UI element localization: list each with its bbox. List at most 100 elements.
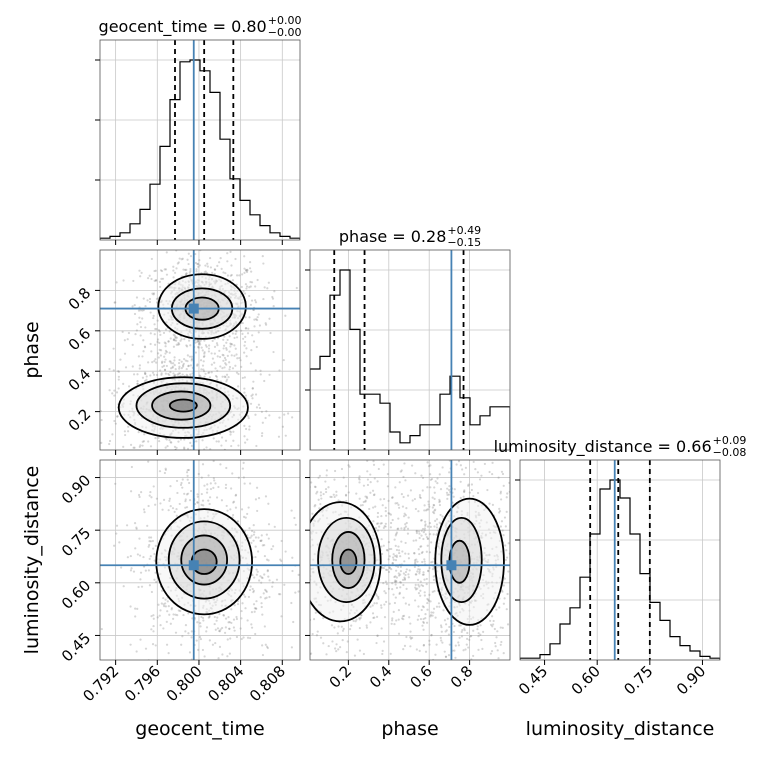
sample-point [219, 365, 222, 368]
x-tick-label: 0.4 [366, 662, 396, 692]
sample-point [431, 496, 434, 499]
sample-point [320, 497, 323, 500]
sample-point [527, 567, 529, 569]
sample-point [278, 416, 281, 419]
sample-point [290, 509, 293, 512]
sample-point [280, 615, 283, 618]
sample-point [325, 469, 328, 472]
sample-point [395, 580, 398, 583]
sample-point [406, 683, 408, 685]
sample-point [108, 439, 112, 443]
sample-point [381, 652, 384, 656]
sample-point [148, 543, 151, 547]
sample-point [226, 509, 229, 512]
sample-point [204, 344, 208, 347]
sample-point [384, 568, 388, 571]
sample-point [267, 575, 270, 578]
sample-point [399, 565, 402, 568]
sample-point [414, 586, 417, 589]
sample-point [255, 345, 258, 349]
sample-point [153, 578, 156, 581]
sample-point [139, 638, 142, 641]
sample-point [155, 497, 159, 500]
sample-point [526, 516, 528, 518]
sample-point [463, 629, 466, 632]
sample-point [390, 547, 393, 551]
sample-point [460, 630, 463, 634]
sample-point [432, 533, 435, 536]
sample-point [430, 611, 433, 614]
sample-point [154, 544, 157, 547]
sample-point [150, 590, 153, 594]
sample-point [535, 575, 537, 577]
sample-point [395, 586, 399, 589]
sample-point [425, 535, 428, 539]
sample-point [205, 630, 208, 633]
sample-point [239, 627, 242, 630]
sample-point [201, 439, 204, 442]
sample-point [380, 606, 383, 609]
sample-point [360, 614, 363, 617]
sample-point [149, 455, 151, 457]
sample-point [242, 476, 245, 479]
sample-point [187, 364, 190, 367]
histogram-luminosity_distance [520, 479, 720, 660]
sample-point [261, 576, 264, 580]
sample-point [438, 698, 440, 700]
sample-point [308, 503, 310, 505]
sample-point [222, 347, 225, 350]
sample-point [413, 565, 416, 569]
sample-point [325, 490, 328, 494]
sample-point [243, 482, 246, 485]
sample-point [383, 497, 386, 501]
sample-point [225, 378, 229, 381]
sample-point [278, 511, 280, 513]
sample-point [226, 655, 229, 658]
sample-point [162, 603, 165, 606]
sample-point [402, 648, 405, 651]
sample-point [226, 252, 229, 255]
sample-point [480, 474, 483, 477]
sample-point [264, 643, 267, 646]
sample-point [149, 332, 152, 335]
sample-point [168, 613, 171, 616]
sample-point [165, 364, 168, 368]
sample-point [214, 641, 217, 645]
sample-point [429, 613, 433, 617]
sample-point [174, 367, 177, 371]
contour-line [167, 520, 241, 600]
sample-point [164, 602, 167, 605]
sample-point [340, 467, 344, 471]
sample-point [258, 490, 260, 492]
sample-point [184, 359, 187, 362]
sample-point [256, 278, 259, 282]
sample-point [422, 418, 424, 420]
sample-point [157, 352, 160, 355]
sample-point [172, 338, 175, 342]
sample-point [167, 651, 170, 655]
sample-point [470, 634, 473, 638]
sample-point [346, 640, 349, 643]
sample-point [474, 468, 477, 471]
sample-point [409, 645, 412, 648]
y-tick-label: 0.90 [58, 471, 94, 507]
sample-point [404, 523, 407, 526]
sample-point [183, 447, 186, 450]
sample-point [127, 385, 131, 388]
sample-point [259, 539, 262, 542]
sample-point [444, 655, 448, 658]
sample-point [283, 547, 285, 549]
sample-point [249, 285, 252, 288]
sample-point [454, 656, 457, 659]
sample-point [419, 594, 422, 597]
sample-point [243, 376, 246, 379]
sample-point [416, 618, 419, 621]
sample-point [188, 339, 191, 342]
sample-point [141, 309, 144, 312]
sample-point [212, 437, 215, 440]
sample-point [149, 490, 152, 494]
sample-point [261, 653, 265, 657]
sample-point [208, 496, 212, 499]
sample-point [263, 554, 266, 558]
sample-point [291, 587, 293, 589]
